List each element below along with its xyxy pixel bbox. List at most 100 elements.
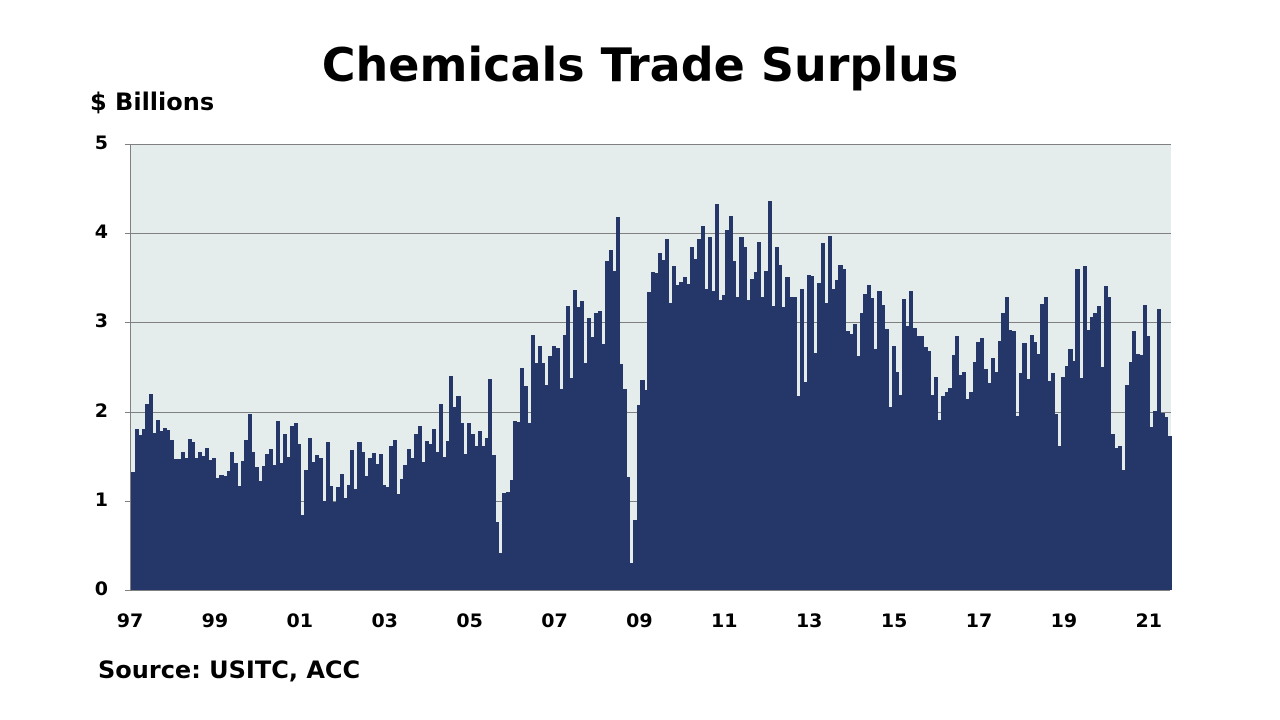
bar <box>336 487 341 590</box>
y-tick-mark <box>125 500 131 502</box>
gridline <box>131 144 1171 145</box>
bar <box>700 226 705 590</box>
bar <box>919 335 924 590</box>
bar <box>866 284 871 590</box>
bar <box>976 342 981 590</box>
bar <box>686 284 691 590</box>
bar <box>226 471 231 590</box>
bar <box>675 284 680 590</box>
bar <box>817 283 822 590</box>
bar <box>325 441 330 590</box>
bar <box>523 385 528 590</box>
bar <box>438 404 443 590</box>
bar <box>732 260 737 590</box>
bar <box>916 335 921 590</box>
bar <box>923 347 928 590</box>
bar <box>368 457 373 590</box>
y-tick-label: 1 <box>94 488 108 511</box>
bar <box>1156 309 1161 590</box>
bar <box>714 203 719 590</box>
bar <box>884 328 889 590</box>
bar <box>721 294 726 590</box>
bar <box>516 422 521 590</box>
x-tick-label: 15 <box>880 610 908 632</box>
bar <box>467 423 472 590</box>
bar <box>194 457 199 590</box>
bar <box>764 270 769 590</box>
bar <box>693 259 698 590</box>
bar <box>1160 413 1165 590</box>
bar <box>643 390 649 590</box>
bar <box>1008 329 1013 590</box>
x-tick-label: 19 <box>1050 610 1078 632</box>
bar <box>1033 342 1038 590</box>
bar <box>276 420 281 590</box>
bar <box>534 362 539 590</box>
bar <box>495 522 500 590</box>
bar <box>559 389 564 590</box>
gridline <box>131 233 1171 235</box>
bar <box>254 466 259 590</box>
bar <box>1004 297 1009 590</box>
bar <box>827 235 832 590</box>
bar <box>1050 373 1055 590</box>
bar <box>403 465 408 590</box>
bar <box>343 498 348 590</box>
bar <box>987 383 992 590</box>
bar <box>208 459 213 590</box>
bar <box>173 458 178 590</box>
bar <box>1001 313 1006 590</box>
bar <box>201 456 206 590</box>
bar <box>1057 446 1062 590</box>
bar <box>435 451 440 590</box>
bar <box>385 486 390 590</box>
bar <box>406 449 412 590</box>
bar <box>488 378 493 590</box>
bar <box>573 290 578 590</box>
bar <box>739 236 744 590</box>
x-tick-label: 09 <box>626 610 653 632</box>
bar <box>353 489 358 590</box>
bar <box>622 389 627 590</box>
bar <box>590 336 595 590</box>
bar <box>375 464 380 590</box>
bar <box>1022 342 1027 590</box>
bar <box>421 461 426 590</box>
bar <box>413 433 419 590</box>
bar <box>268 449 274 590</box>
bar <box>757 242 762 590</box>
bar <box>452 407 458 590</box>
bar <box>1036 353 1041 590</box>
bar <box>222 475 228 590</box>
bar <box>1029 334 1034 590</box>
bar <box>651 271 656 590</box>
bar <box>1093 313 1098 590</box>
bar <box>937 419 942 590</box>
x-tick-label: 97 <box>116 610 144 632</box>
bar <box>290 425 295 590</box>
bar <box>1075 268 1080 590</box>
bar <box>760 297 765 590</box>
bar <box>615 217 620 590</box>
bar <box>594 313 599 590</box>
y-tick-label: 5 <box>94 132 108 154</box>
bar <box>767 201 772 590</box>
bar <box>682 276 687 590</box>
bar <box>134 428 139 590</box>
bar <box>442 457 447 590</box>
bar <box>979 338 985 590</box>
bar <box>399 479 404 590</box>
bar <box>888 407 893 590</box>
bar <box>155 419 160 590</box>
bar <box>318 457 323 590</box>
bar <box>159 431 164 590</box>
bar <box>233 463 238 590</box>
bar <box>463 453 468 590</box>
bar <box>778 265 783 590</box>
bar <box>131 472 136 590</box>
bar <box>152 433 157 590</box>
bar <box>1149 426 1154 590</box>
bar <box>215 477 221 590</box>
bar <box>788 297 794 590</box>
bar <box>845 331 850 590</box>
